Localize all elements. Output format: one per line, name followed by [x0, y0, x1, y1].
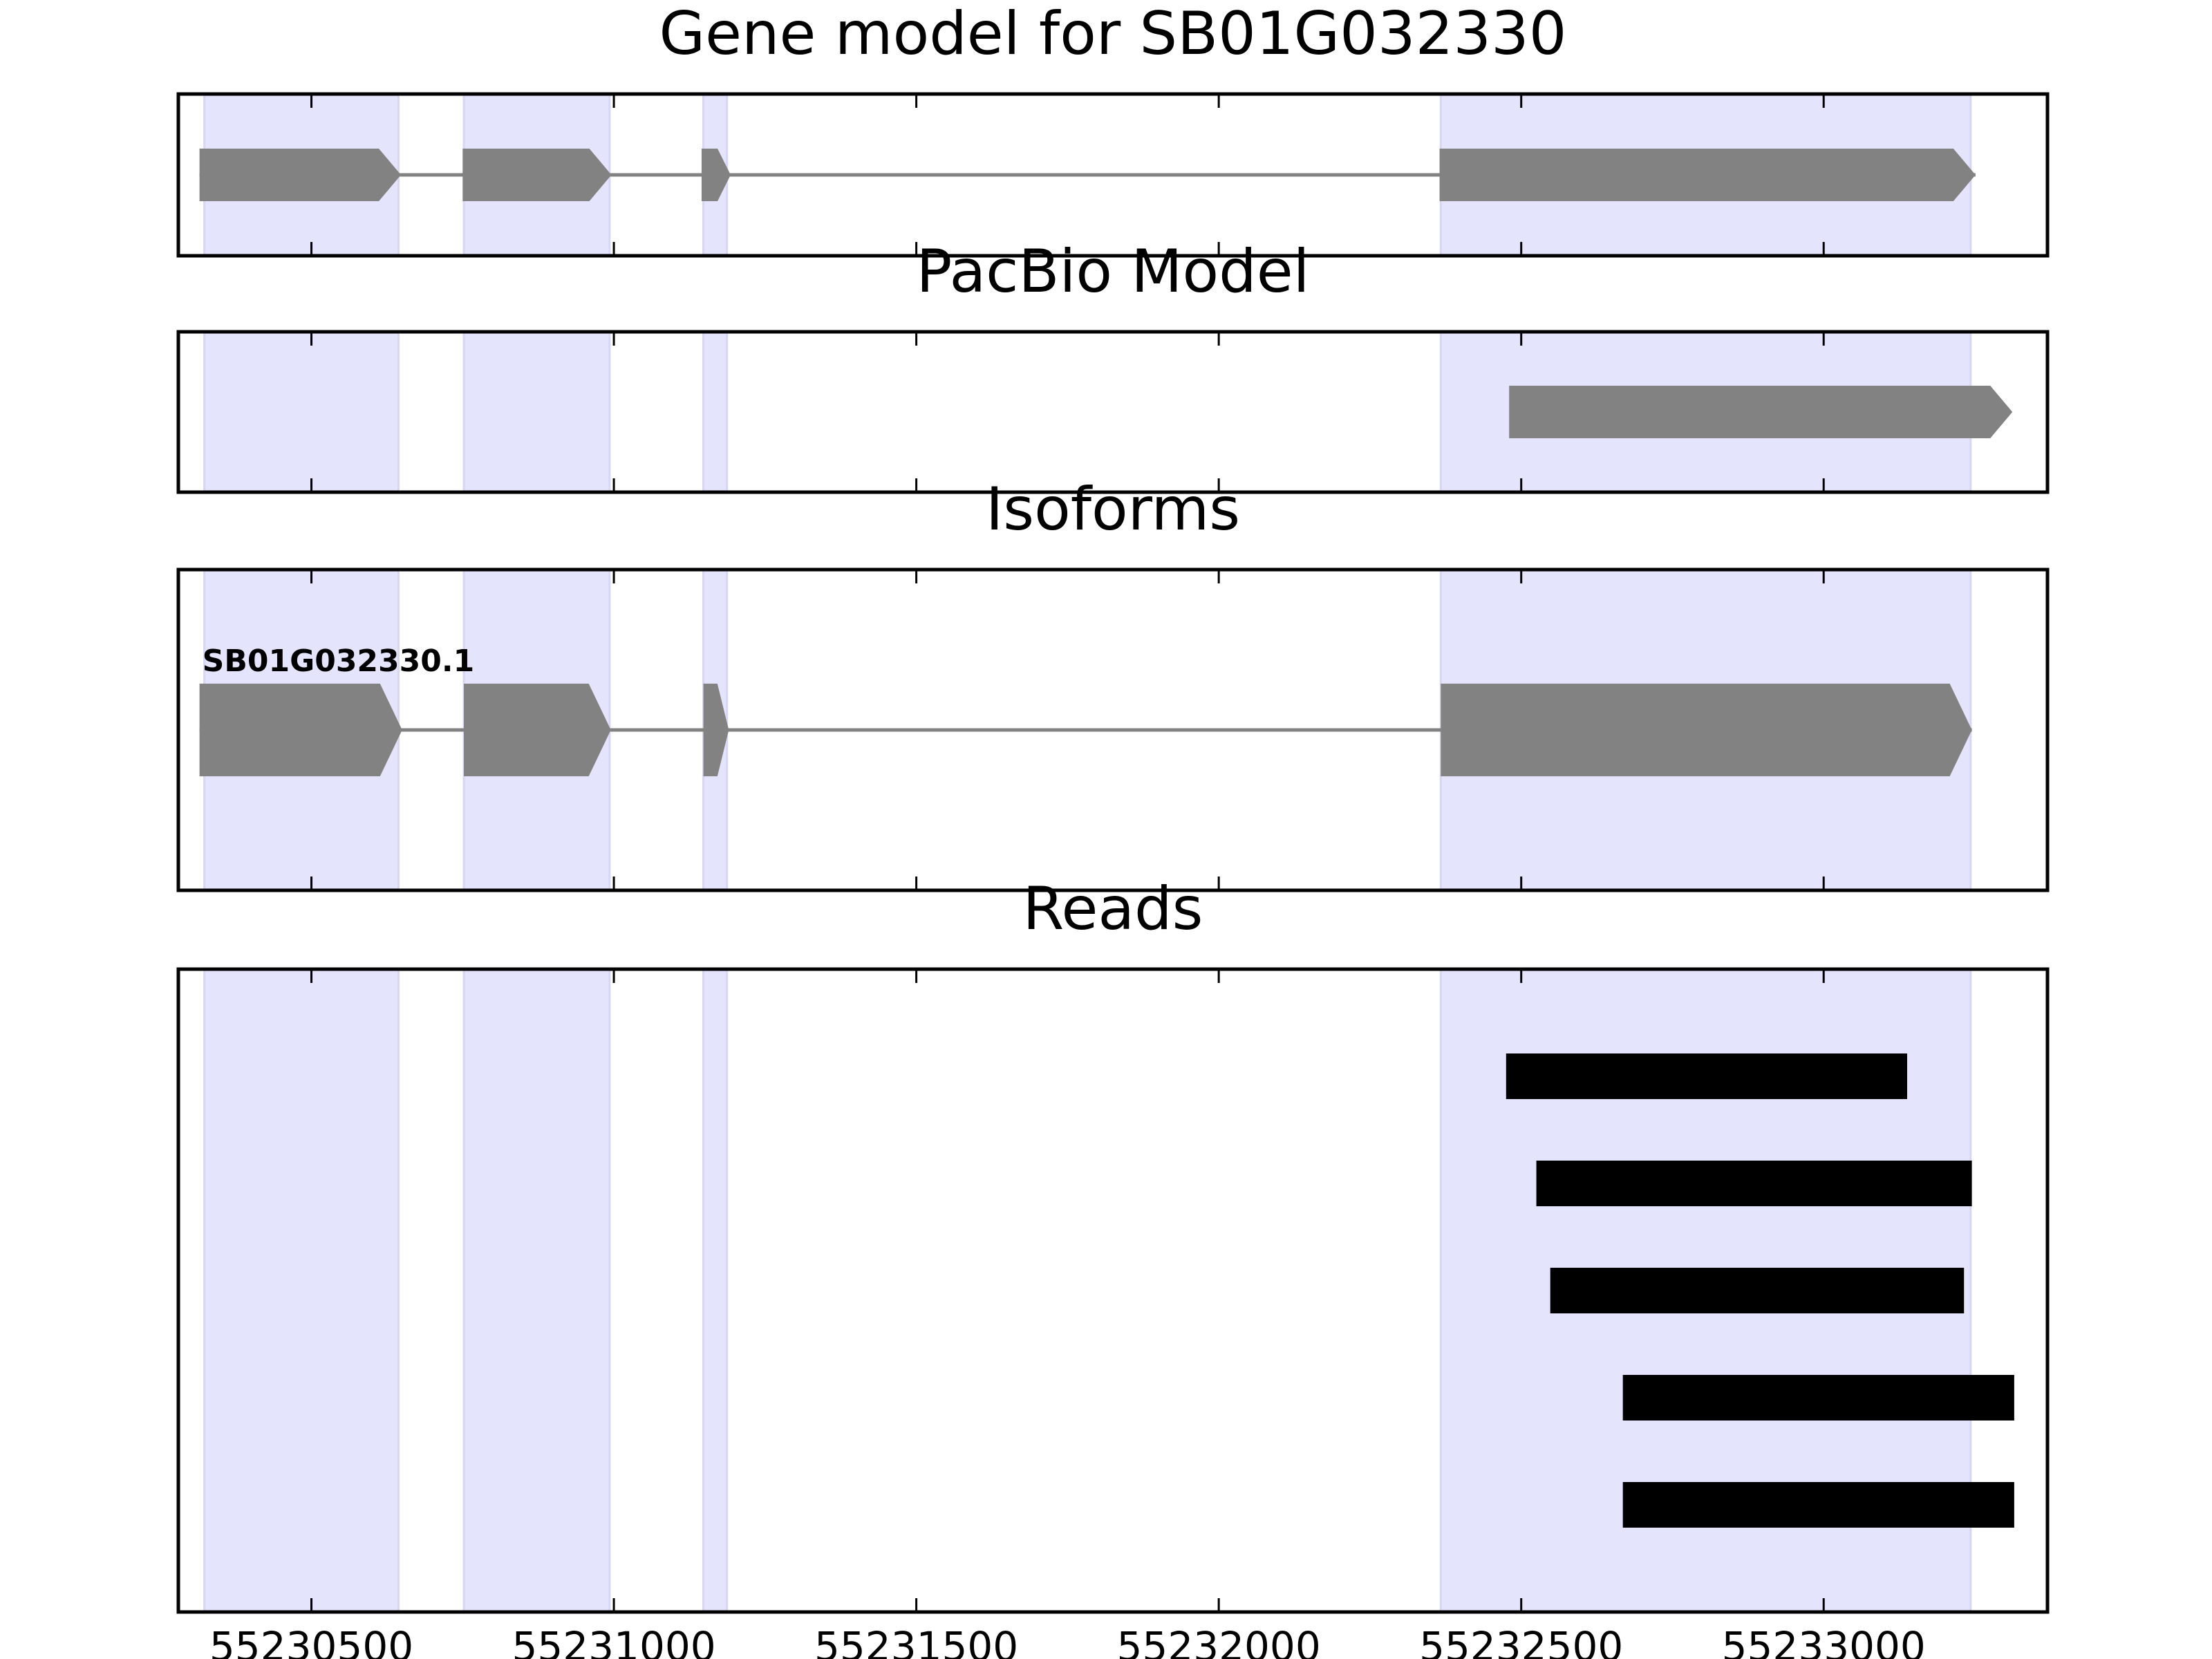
gene-model-exon-1 — [199, 149, 402, 201]
x-tick-label: 55233000 — [1722, 1623, 1926, 1659]
exon-region-shade-3 — [702, 968, 729, 1613]
x-tick-label: 55231000 — [512, 1623, 715, 1659]
gene-model-exon-2 — [462, 149, 612, 201]
gene-model-exon-4 — [1439, 149, 1976, 201]
isoforms-exon-2 — [464, 684, 611, 776]
read-bar-1 — [1506, 1053, 1907, 1099]
exon-region-shade-3 — [702, 330, 729, 494]
x-axis: 55230500 55231000 55231500 55232000 55232500… — [209, 1623, 1926, 1659]
exon-region-shade-2 — [462, 968, 611, 1613]
panel-title: Isoforms — [986, 475, 1240, 544]
panel-reads: Reads — [176, 874, 2050, 1614]
isoforms-exon-3 — [703, 684, 729, 776]
isoforms-exon-4 — [1441, 684, 1972, 776]
panel-isoforms: Isoforms SB01G032330.1 — [176, 475, 2050, 892]
x-tick-label: 55231500 — [814, 1623, 1018, 1659]
exon-region-shade-2 — [462, 330, 611, 494]
panel-frame — [176, 967, 2050, 1614]
exon-region-shade-1 — [203, 968, 400, 1613]
panel-title: Reads — [1023, 874, 1203, 944]
pacbio-model-exon-1 — [1509, 386, 2013, 438]
panel-frame — [176, 92, 2050, 258]
gene-model-exon-3 — [701, 149, 731, 201]
isoform-label: SB01G032330.1 — [203, 644, 475, 679]
panel-frame — [176, 568, 2050, 892]
panel-title: Gene model for SB01G032330 — [659, 0, 1567, 68]
x-tick-label: 55230500 — [209, 1623, 413, 1659]
panel-frame — [176, 330, 2050, 494]
read-bar-5 — [1622, 1482, 2014, 1528]
read-bar-2 — [1536, 1161, 1972, 1206]
x-tick-label: 55232500 — [1419, 1623, 1623, 1659]
exon-region-shade-1 — [203, 330, 400, 494]
panel-pacbio-model: PacBio Model — [176, 237, 2050, 494]
panel-gene-model: Gene model for SB01G032330 — [176, 0, 2050, 258]
isoforms-exon-1 — [199, 684, 402, 776]
panel-title: PacBio Model — [916, 237, 1309, 306]
x-tick-label: 55232000 — [1117, 1623, 1321, 1659]
read-bar-4 — [1622, 1375, 2014, 1421]
read-bar-3 — [1550, 1268, 1965, 1313]
